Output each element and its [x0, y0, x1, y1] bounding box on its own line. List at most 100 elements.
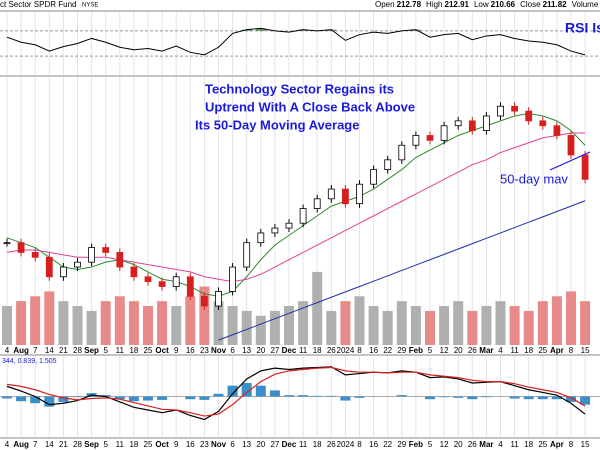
volume-bar — [58, 301, 69, 345]
volume-bar — [396, 301, 407, 345]
candle — [243, 242, 251, 268]
candle — [553, 125, 561, 136]
x-tick-label: 20 — [454, 346, 463, 355]
histogram-bar — [396, 395, 407, 397]
x-tick-label: 12 — [440, 440, 449, 449]
volume-bar — [157, 301, 168, 345]
volume-bar — [241, 310, 252, 345]
moving-average — [218, 200, 586, 341]
x-tick-label: 16 — [186, 346, 195, 355]
candle — [581, 154, 589, 180]
volume-bar — [326, 310, 337, 345]
candle — [215, 290, 222, 307]
volume-bar — [86, 310, 97, 345]
candle — [426, 135, 434, 141]
histogram-bar — [185, 396, 196, 400]
overbought-fill — [326, 29, 337, 31]
x-tick-label: 8 — [357, 346, 362, 355]
volume-bar — [227, 306, 238, 345]
x-tick-label: 18 — [524, 346, 533, 355]
x-tick-label: 18 — [524, 440, 533, 449]
volume-bar — [269, 310, 280, 345]
candle — [440, 125, 448, 141]
candle — [229, 266, 237, 292]
x-tick-label: Apr — [550, 440, 564, 449]
x-tick-label: 9 — [174, 440, 179, 449]
x-tick-label: 7 — [33, 440, 38, 449]
candle — [257, 232, 265, 244]
x-tick-label: 20 — [256, 440, 265, 449]
volume-bar — [2, 306, 12, 345]
candle — [567, 135, 575, 156]
quote-label: Close — [520, 0, 541, 9]
histogram-bar — [481, 396, 492, 398]
histogram-bar — [326, 395, 337, 397]
candle — [327, 188, 335, 200]
x-tick-label: 25 — [538, 440, 547, 449]
candle — [116, 252, 124, 268]
volume-bar — [537, 301, 548, 345]
histogram-bar — [58, 396, 69, 402]
x-tick-label: 28 — [73, 346, 82, 355]
candle — [88, 247, 95, 263]
quote-label: High — [426, 0, 442, 9]
x-tick-label: 9 — [174, 346, 179, 355]
histogram-bar — [566, 396, 576, 402]
candle — [468, 120, 476, 132]
fund-name: ct Sector SPDR Fund — [0, 0, 76, 9]
x-tick-label: 27 — [270, 346, 279, 355]
candle — [271, 227, 279, 234]
x-tick-label: 16 — [369, 440, 378, 449]
x-tick-label: 4 — [498, 346, 503, 355]
x-tick-label: 15 — [581, 440, 590, 449]
candle — [3, 242, 11, 245]
x-tick-label: 4 — [498, 440, 503, 449]
volume-bar — [72, 306, 83, 345]
x-tick-label: 21 — [59, 440, 68, 449]
histogram-bar — [580, 396, 591, 405]
histogram-bar — [509, 396, 520, 399]
candle — [398, 144, 406, 161]
histogram-bar — [157, 396, 168, 400]
x-tick-label: Apr — [550, 346, 564, 355]
x-tick-label: 11 — [116, 440, 125, 449]
rsi-line — [6, 27, 586, 56]
histogram-bar — [2, 396, 12, 399]
x-tick-label: 11 — [299, 440, 308, 449]
x-tick-label: 11 — [116, 346, 125, 355]
x-tick-label: 14 — [45, 346, 54, 355]
overbought-fill — [410, 29, 421, 31]
quote-label: Volume — [572, 0, 599, 9]
x-tick-label: 4 — [5, 346, 10, 355]
x-tick-label: 13 — [242, 346, 251, 355]
volume-bar — [354, 296, 365, 345]
panel-title: 344, 0.839, 1.505 — [2, 358, 57, 365]
histogram-bar — [551, 396, 562, 400]
candle — [200, 295, 208, 307]
volume-bar — [255, 315, 266, 345]
histogram-bar — [72, 396, 83, 398]
volume-bar — [143, 306, 153, 345]
volume-bar — [185, 296, 196, 345]
candle — [299, 208, 307, 224]
overbought-fill — [298, 29, 309, 31]
x-tick-label: 11 — [510, 440, 519, 449]
x-tick-label: 12 — [440, 346, 449, 355]
x-tick-label: 20 — [454, 440, 463, 449]
x-tick-label: Feb — [409, 440, 423, 449]
volume-bar — [213, 301, 224, 345]
histogram-bar — [30, 396, 41, 404]
x-tick-label: 4 — [5, 440, 10, 449]
candle — [17, 242, 25, 253]
x-tick-label: 13 — [242, 440, 251, 449]
x-tick-label: 5 — [103, 440, 108, 449]
x-tick-label: 14 — [45, 440, 54, 449]
candle — [384, 159, 392, 170]
x-tick-label: Aug — [13, 440, 29, 449]
candle — [454, 120, 462, 127]
quote-label: Low — [474, 0, 489, 9]
x-tick-label: 23 — [200, 346, 209, 355]
x-tick-label: 5 — [103, 346, 108, 355]
annotation: Technology Sector Regains its — [205, 81, 394, 96]
